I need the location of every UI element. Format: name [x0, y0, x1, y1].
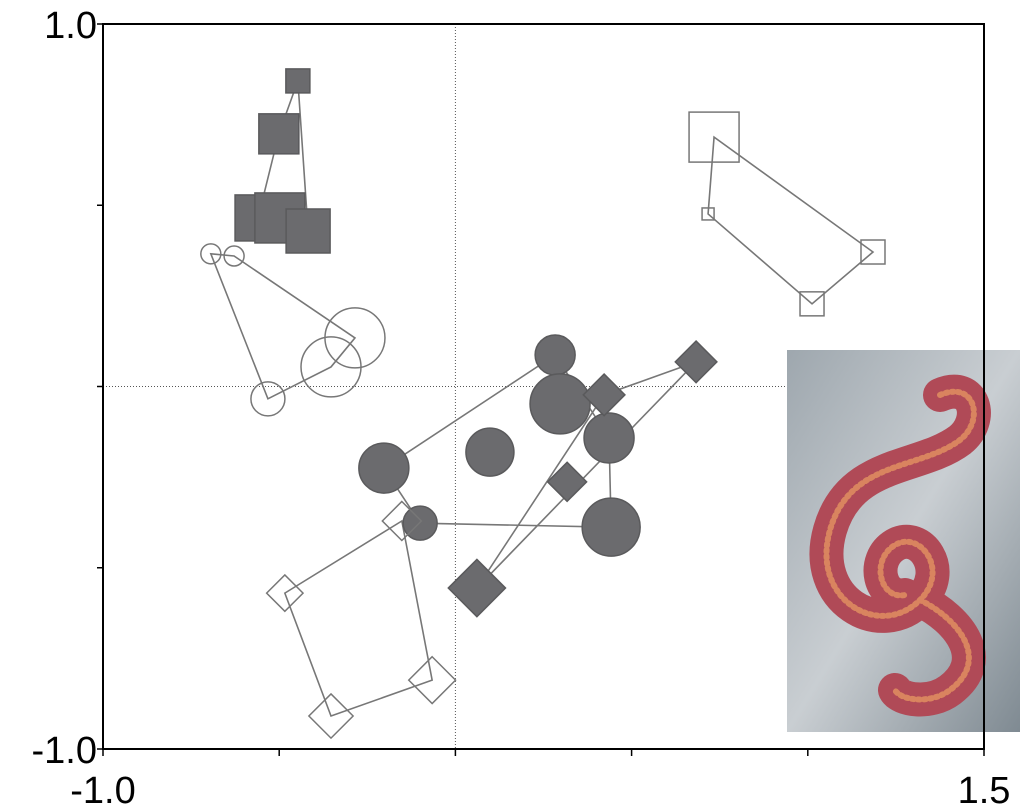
point — [701, 207, 715, 221]
worm-photo — [787, 350, 1020, 732]
point — [581, 497, 641, 557]
point — [285, 208, 331, 254]
point — [529, 373, 591, 435]
group-hull — [476, 361, 697, 589]
x-tick-label: 1.5 — [958, 770, 1011, 812]
point — [407, 655, 457, 705]
group-hull — [209, 252, 357, 400]
point — [799, 291, 825, 317]
point — [265, 573, 305, 613]
point — [285, 68, 311, 94]
point — [674, 339, 718, 384]
point — [546, 461, 588, 503]
point — [534, 334, 576, 376]
point — [381, 500, 423, 542]
point — [223, 245, 245, 267]
y-tick-label: 1.0 — [44, 5, 97, 47]
group-hull — [283, 519, 434, 718]
y-tick-label: -1.0 — [32, 730, 97, 772]
point — [447, 558, 507, 618]
point — [258, 113, 300, 155]
point — [300, 336, 362, 398]
point — [860, 239, 886, 265]
plot-area — [103, 24, 984, 749]
point — [200, 243, 222, 265]
x-tick-label: -1.0 — [70, 770, 135, 812]
point — [358, 442, 410, 494]
point — [583, 412, 635, 464]
point — [465, 427, 515, 477]
point — [688, 111, 740, 163]
point — [582, 372, 626, 417]
point — [307, 692, 355, 740]
point — [250, 381, 286, 417]
